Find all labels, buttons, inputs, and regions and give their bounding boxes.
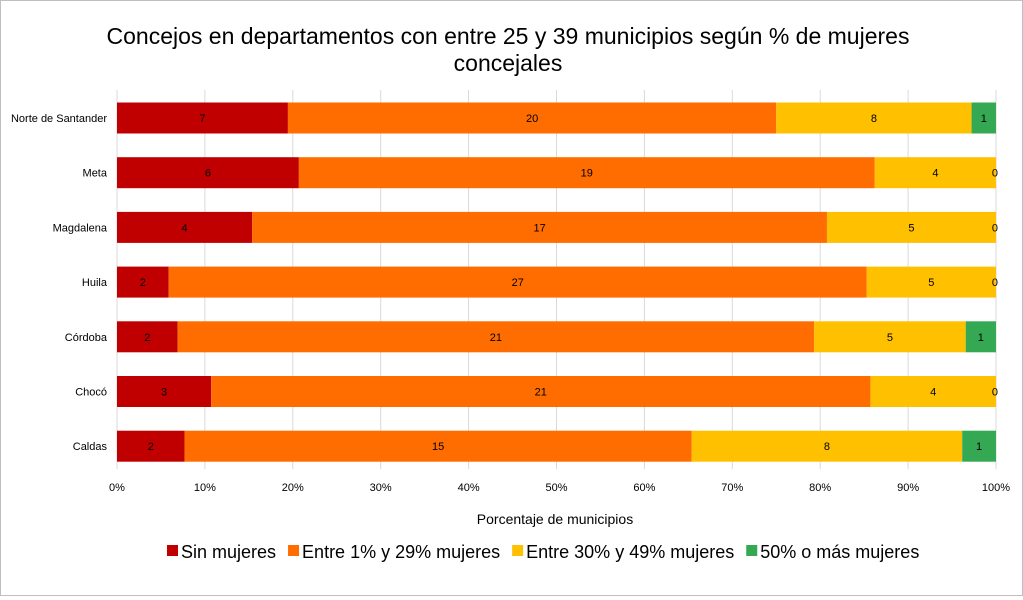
x-tick-label: 70%: [721, 482, 743, 494]
data-label: 0: [992, 277, 998, 289]
data-label: 1: [976, 441, 982, 453]
x-tick-label: 40%: [458, 482, 480, 494]
bar-segment: [287, 102, 777, 134]
legend-label: Entre 30% y 49% mujeres: [526, 542, 734, 562]
x-tick-label: 60%: [633, 482, 655, 494]
data-label: 5: [908, 222, 914, 234]
category-label: Magdalena: [53, 222, 108, 234]
bar-segment: [252, 211, 827, 243]
bar-segment: [117, 430, 185, 462]
data-label: 27: [512, 277, 524, 289]
legend-label: Sin mujeres: [181, 542, 276, 562]
data-label: 17: [533, 222, 545, 234]
bar-segment: [168, 266, 867, 298]
data-label: 6: [205, 168, 211, 180]
data-label: 20: [526, 113, 538, 125]
chart-title-line-1: Concejos en departamentos con entre 25 y…: [107, 23, 910, 49]
bar-segment: [874, 157, 996, 189]
bar-segment: [177, 321, 815, 353]
x-axis-title: Porcentaje de municipios: [477, 511, 633, 527]
bar-segment: [117, 211, 253, 243]
chart-title-line-2: concejales: [454, 50, 563, 76]
category-label: Meta: [83, 168, 108, 180]
data-label: 8: [871, 113, 877, 125]
data-label: 1: [981, 113, 987, 125]
data-label: 2: [148, 441, 154, 453]
data-label: 2: [144, 332, 150, 344]
data-label: 8: [824, 441, 830, 453]
bar-segment: [117, 376, 212, 407]
data-label: 15: [432, 441, 444, 453]
x-tick-label: 0%: [109, 482, 125, 494]
data-label: 4: [182, 222, 188, 234]
x-tick-label: 20%: [282, 482, 304, 494]
chart-title: Concejos en departamentos con entre 25 y…: [107, 23, 910, 76]
category-label: Huila: [82, 277, 108, 289]
bar-segment: [814, 321, 966, 353]
legend-label: 50% o más mujeres: [760, 542, 919, 562]
category-label: Norte de Santander: [11, 113, 107, 125]
data-label: 0: [992, 168, 998, 180]
legend-swatch: [746, 545, 758, 556]
data-label: 19: [581, 168, 593, 180]
bar-segment: [117, 266, 169, 298]
data-label: 0: [992, 222, 998, 234]
data-label: 5: [928, 277, 934, 289]
x-tick-label: 100%: [982, 482, 1010, 494]
bar-segment: [211, 376, 871, 407]
data-label: 4: [932, 168, 938, 180]
x-tick-label: 90%: [897, 482, 919, 494]
data-label: 21: [490, 332, 502, 344]
bar-segment: [965, 321, 996, 353]
data-label: 4: [930, 387, 936, 399]
legend-label: Entre 1% y 29% mujeres: [302, 542, 500, 562]
x-tick-label: 10%: [194, 482, 216, 494]
bar-segment: [117, 157, 299, 189]
data-label: 7: [199, 113, 205, 125]
data-label: 3: [161, 387, 167, 399]
x-tick-label: 80%: [809, 482, 831, 494]
bar-segment: [870, 376, 996, 407]
bar-segment: [776, 102, 972, 134]
category-label: Córdoba: [65, 332, 108, 344]
legend-swatch: [512, 545, 524, 556]
bar-segment: [866, 266, 996, 298]
data-label: 1: [978, 332, 984, 344]
x-tick-label: 30%: [370, 482, 392, 494]
data-label: 2: [140, 277, 146, 289]
x-axis-tick-labels: 0% 10% 20% 30% 40% 50% 60% 70% 80% 90% 100%: [109, 482, 1010, 494]
category-label: Caldas: [73, 441, 108, 453]
data-label: 5: [887, 332, 893, 344]
category-label: Chocó: [75, 387, 107, 399]
legend-swatch: [167, 545, 178, 556]
x-tick-label: 50%: [545, 482, 567, 494]
bar-segment: [298, 157, 875, 189]
legend-swatch: [288, 545, 300, 556]
legend: Sin mujeres Entre 1% y 29% mujeres Entre 3…: [167, 542, 919, 562]
bars: 7 20 8 16 19 4 04 17 5 02 27 5 02 21 5 13 21 4 02 15 8 1: [117, 102, 998, 462]
bar-segment: [826, 211, 996, 243]
bar-segment: [962, 430, 996, 462]
data-label: 0: [992, 387, 998, 399]
category-labels: Norte de Santander Meta Magdalena Huila Córd…: [11, 113, 108, 453]
bar-segment: [691, 430, 963, 462]
bar-segment: [117, 321, 178, 353]
bar-segment: [184, 430, 692, 462]
bar-segment: [971, 102, 996, 134]
bar-segment: [117, 102, 288, 134]
data-label: 21: [535, 387, 547, 399]
